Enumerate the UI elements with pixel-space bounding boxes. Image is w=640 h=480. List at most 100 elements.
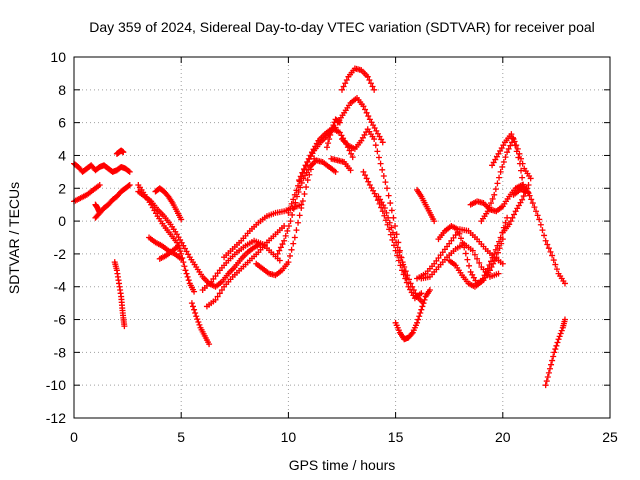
data-point — [489, 254, 496, 261]
data-point — [417, 309, 424, 316]
y-tick-label: -4 — [54, 279, 67, 295]
data-point — [365, 178, 372, 185]
data-point — [550, 353, 557, 360]
data-point — [527, 175, 534, 182]
data-point — [558, 327, 565, 334]
data-point — [502, 219, 509, 226]
data-point — [290, 240, 297, 247]
data-point — [384, 185, 391, 192]
data-point — [291, 191, 298, 198]
data-point — [547, 248, 554, 255]
data-point — [496, 238, 503, 245]
data-point — [393, 231, 400, 238]
data-point — [546, 365, 553, 372]
x-axis-label: GPS time / hours — [289, 457, 396, 473]
y-tick-label: 6 — [58, 115, 66, 131]
data-point — [304, 177, 311, 184]
data-point — [492, 246, 499, 253]
data-point — [495, 270, 502, 277]
x-tick-label: 25 — [602, 429, 618, 445]
data-point — [456, 230, 463, 237]
data-point — [379, 139, 386, 146]
data-point — [415, 316, 422, 323]
data-point — [397, 262, 404, 269]
data-point — [544, 241, 551, 248]
data-point — [469, 247, 476, 254]
data-point — [343, 76, 350, 83]
data-point — [328, 127, 335, 134]
data-point — [180, 259, 187, 266]
data-point — [520, 193, 527, 200]
data-point — [421, 296, 428, 303]
data-point — [511, 138, 518, 145]
data-point — [379, 208, 386, 215]
y-tick-label: 10 — [50, 49, 66, 65]
data-point — [399, 267, 406, 274]
data-point — [394, 244, 401, 251]
data-point — [329, 124, 336, 131]
plot-frame — [73, 56, 611, 419]
data-point — [402, 268, 409, 275]
data-point — [121, 323, 128, 330]
data-point — [524, 188, 531, 195]
data-point — [284, 227, 291, 234]
data-point — [371, 136, 378, 143]
data-point — [557, 330, 564, 337]
data-point — [402, 275, 409, 282]
data-point — [300, 165, 307, 172]
data-point — [553, 266, 560, 273]
y-tick-label: 0 — [58, 213, 66, 229]
data-point — [347, 167, 354, 174]
data-point — [375, 154, 382, 161]
data-point — [511, 211, 518, 218]
data-point — [386, 219, 393, 226]
data-point — [212, 296, 219, 303]
y-tick-label: 4 — [58, 147, 66, 163]
data-point — [533, 208, 540, 215]
data-point — [380, 172, 387, 179]
data-point — [330, 122, 337, 129]
data-point — [549, 357, 556, 364]
data-point — [181, 263, 188, 270]
data-point — [543, 378, 550, 385]
data-point — [307, 152, 314, 159]
data-point — [366, 76, 373, 83]
data-point — [548, 361, 555, 368]
data-point — [360, 103, 367, 110]
data-point — [323, 144, 330, 151]
data-point — [395, 257, 402, 264]
data-point — [296, 177, 303, 184]
data-point — [120, 149, 127, 156]
data-point — [339, 86, 345, 93]
data-point — [561, 280, 568, 287]
data-point — [502, 154, 509, 161]
data-point — [457, 235, 464, 242]
data-point — [515, 154, 522, 161]
data-point — [505, 145, 512, 152]
data-point — [176, 242, 183, 249]
data-point — [274, 250, 281, 257]
data-point — [476, 259, 483, 266]
data-point — [507, 218, 514, 225]
data-point — [542, 237, 549, 244]
data-point — [194, 316, 201, 323]
data-point — [287, 252, 294, 259]
data-point — [279, 241, 286, 248]
data-point — [303, 184, 310, 191]
data-point — [192, 309, 199, 316]
x-tick-label: 20 — [495, 429, 511, 445]
data-point — [349, 154, 356, 161]
grid — [74, 57, 610, 418]
data-point — [561, 316, 568, 323]
data-point — [497, 234, 504, 241]
data-point — [185, 277, 192, 284]
data-point — [420, 300, 427, 307]
data-point — [295, 182, 302, 189]
data-point — [363, 109, 370, 116]
data-point — [276, 257, 283, 264]
data-point — [555, 336, 562, 343]
data-point — [372, 142, 379, 149]
data-point — [484, 208, 491, 215]
data-point — [549, 252, 556, 259]
data-point — [545, 245, 552, 252]
